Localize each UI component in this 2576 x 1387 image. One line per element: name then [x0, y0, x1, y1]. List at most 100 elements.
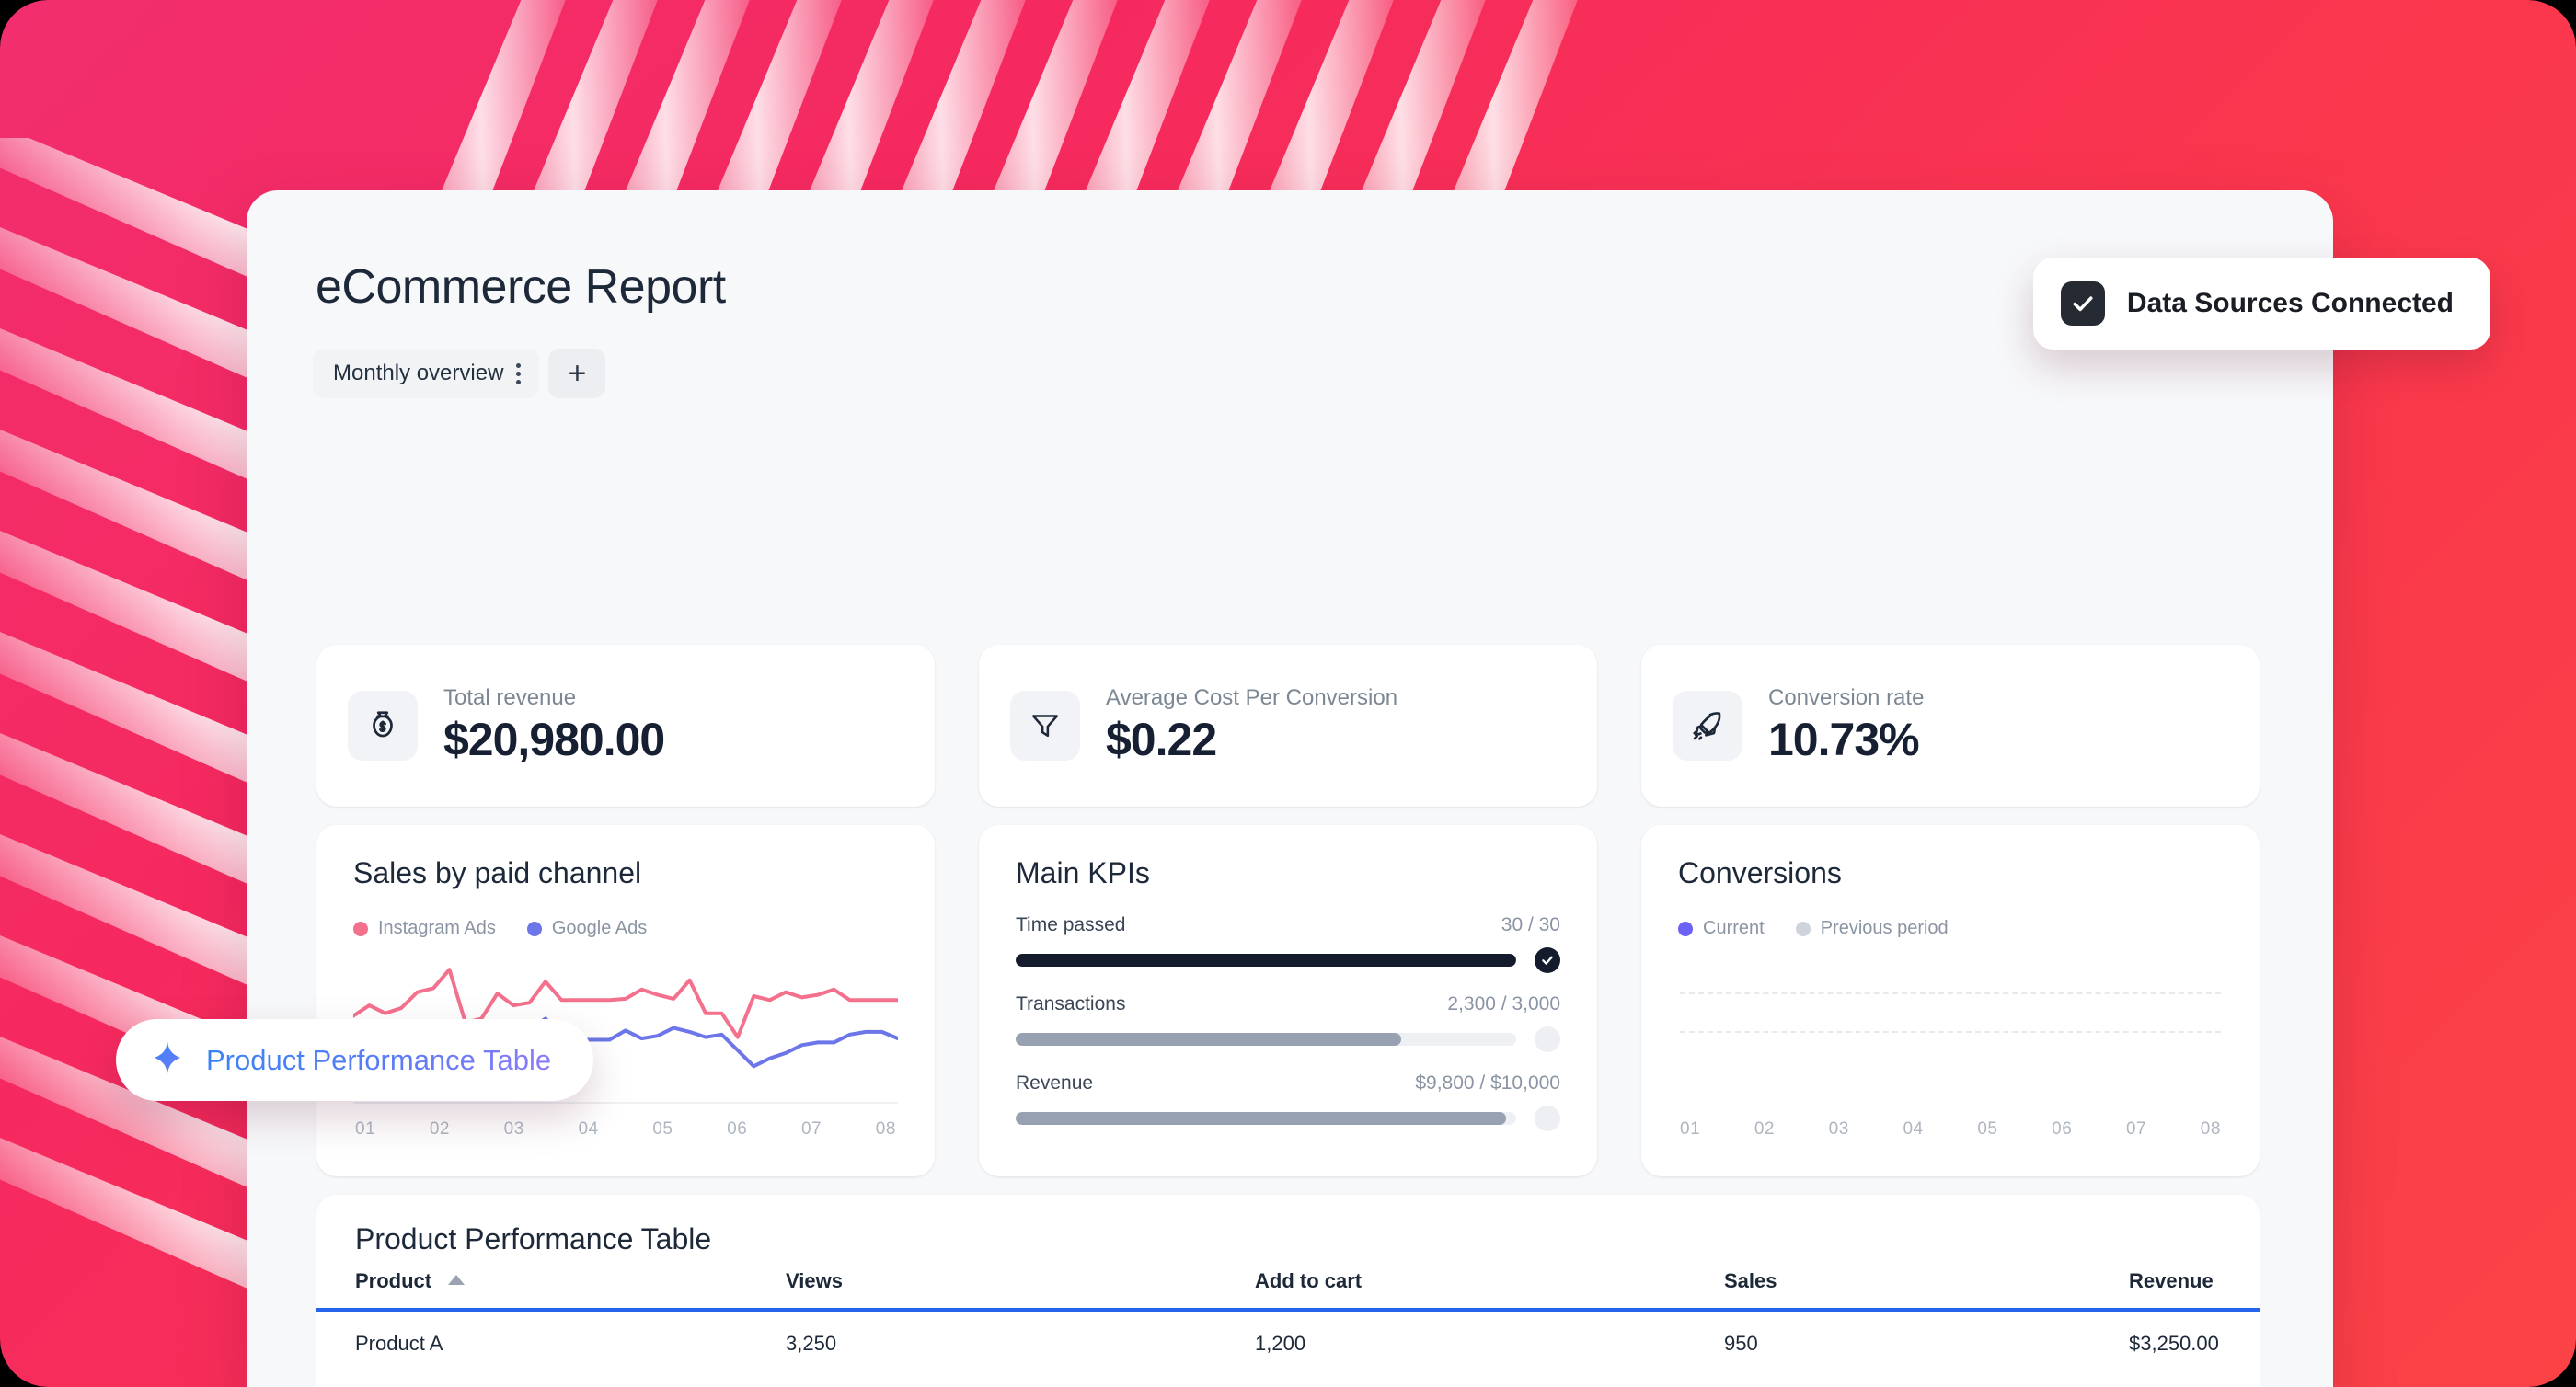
stat-card-total-revenue: Total revenue $20,980.00 [316, 645, 935, 807]
table-row[interactable]: Product A 3,250 1,200 950 $3,250.00 [316, 1310, 2260, 1371]
table-cell: 950 [1724, 1332, 1758, 1355]
sparkle-icon [149, 1039, 186, 1081]
legend: Current Previous period [1641, 890, 2260, 939]
card-title: Main KPIs [1016, 856, 1150, 889]
money-bag-icon [348, 691, 418, 761]
tab-strip: Monthly overview + [313, 349, 606, 398]
stat-card-conversion-rate: Conversion rate 10.73% [1641, 645, 2260, 807]
tab-monthly-overview[interactable]: Monthly overview [313, 349, 540, 398]
product-performance-table: Product Views Add to cart Sales Revenue … [316, 1269, 2260, 1387]
table-cell: 3,250 [786, 1332, 837, 1355]
kpi-end-marker [1535, 1026, 1560, 1052]
add-tab-button[interactable]: + [548, 349, 606, 398]
table-cell: $1,500.00 [2129, 1371, 2260, 1387]
stat-value: 10.73% [1768, 714, 1920, 765]
legend-label: Previous period [1820, 918, 1949, 938]
legend-item-google-ads[interactable]: Google Ads [526, 918, 648, 939]
table-cell: 1,920 [1255, 1371, 1724, 1387]
kpi-value: 2,300 / 3,000 [1447, 993, 1560, 1014]
x-tick-label: 07 [2125, 1119, 2147, 1139]
x-tick-label: 02 [1754, 1119, 1775, 1139]
legend-dot-icon [353, 921, 368, 936]
legend-dot-icon [1795, 921, 1811, 936]
dashboard-panel: eCommerce Report Monthly overview + [247, 190, 2333, 1387]
column-header-add-to-cart[interactable]: Add to cart [1255, 1269, 1363, 1292]
x-tick-label: 08 [2200, 1119, 2221, 1139]
table-cell: 1002 [1724, 1371, 2129, 1387]
sort-ascending-icon[interactable] [448, 1275, 466, 1285]
legend-item-current[interactable]: Current [1678, 918, 1765, 939]
card-title: Sales by paid channel [353, 856, 642, 889]
legend-dot-icon [1678, 921, 1693, 936]
kpi-progress-fill [1016, 1112, 1507, 1125]
stat-value: $20,980.00 [443, 714, 665, 765]
column-label: Product [355, 1269, 432, 1292]
legend-label: Instagram Ads [378, 918, 496, 938]
stat-label: Total revenue [443, 685, 577, 710]
tab-label: Monthly overview [333, 361, 504, 385]
table-head: Product Views Add to cart Sales Revenue [316, 1269, 2260, 1310]
x-axis-labels: 01 02 03 04 05 06 07 08 [316, 1119, 935, 1140]
kpi-progress-track [1016, 954, 1516, 967]
table-cell: Product B [316, 1371, 786, 1387]
kpi-progress-fill [1016, 954, 1516, 967]
kpi-name: Time passed [1016, 914, 1126, 935]
series-line-instagram-ads [353, 968, 898, 1039]
legend-item-previous-period[interactable]: Previous period [1795, 918, 1949, 939]
card-product-performance-table: Product Performance Table Product Views … [316, 1195, 2260, 1387]
table-cell: Product A [355, 1332, 443, 1355]
x-axis-labels: 01 02 03 04 05 06 07 08 [1641, 1119, 2260, 1140]
kpi-progress-track [1016, 1033, 1516, 1046]
kpi-row: Time passed 30 / 30 [1016, 914, 1560, 973]
kpi-row: Revenue $9,800 / $10,000 [1016, 1072, 1560, 1131]
page-title: eCommerce Report [316, 260, 726, 314]
kpi-value: 30 / 30 [1501, 914, 1560, 935]
legend-dot-icon [526, 921, 542, 936]
kpi-row: Transactions 2,300 / 3,000 [1016, 993, 1560, 1052]
legend-label: Current [1703, 918, 1765, 938]
rocket-icon [1673, 691, 1742, 761]
badge-label: Product Performance Table [206, 1043, 552, 1076]
column-header-revenue[interactable]: Revenue [2129, 1269, 2214, 1292]
table-cell: $3,250.00 [2129, 1332, 2219, 1355]
card-main-kpis: Main KPIs Time passed 30 / 30 Transactions… [979, 825, 1597, 1176]
table-row[interactable]: Product B4,9321,9201002$1,500.00 [316, 1371, 2260, 1387]
kpi-list: Time passed 30 / 30 Transactions 2,300 / 3,… [979, 890, 1597, 1131]
card-sales-by-paid-channel: Sales by paid channel Instagram Ads Goog… [316, 825, 935, 1176]
legend-label: Google Ads [551, 918, 648, 938]
x-tick-label: 05 [1977, 1119, 1998, 1139]
x-tick-label: 02 [429, 1119, 450, 1139]
stat-card-avg-cost-per-conversion: Average Cost Per Conversion $0.22 [979, 645, 1597, 807]
x-tick-label: 01 [1680, 1119, 1701, 1139]
column-header-views[interactable]: Views [786, 1269, 843, 1292]
legend-item-instagram-ads[interactable]: Instagram Ads [353, 918, 496, 939]
stat-value: $0.22 [1106, 714, 1217, 765]
x-tick-label: 03 [503, 1119, 524, 1139]
table-title: Product Performance Table [355, 1222, 712, 1255]
check-square-icon [2060, 281, 2105, 326]
x-tick-label: 05 [652, 1119, 673, 1139]
x-tick-label: 04 [578, 1119, 599, 1139]
badge-product-performance-table[interactable]: Product Performance Table [116, 1019, 594, 1101]
column-header-sales[interactable]: Sales [1724, 1269, 1777, 1292]
kpi-name: Transactions [1016, 993, 1126, 1014]
table-header-row: Product Views Add to cart Sales Revenue [316, 1269, 2260, 1310]
kebab-menu-icon[interactable] [516, 362, 522, 384]
x-tick-label: 08 [875, 1119, 896, 1139]
kpi-value: $9,800 / $10,000 [1415, 1072, 1560, 1094]
kpi-progress-fill [1016, 1033, 1401, 1046]
badge-data-sources-connected[interactable]: Data Sources Connected [2032, 258, 2490, 350]
bar-chart-canvas [1680, 956, 2221, 1110]
x-tick-label: 04 [1903, 1119, 1924, 1139]
card-conversions: Conversions Current Previous period 01 02… [1641, 825, 2260, 1176]
kpi-progress-track [1016, 1112, 1516, 1125]
badge-label: Data Sources Connected [2126, 288, 2454, 318]
column-header-product[interactable]: Product [316, 1269, 786, 1310]
table-cell: 4,932 [786, 1371, 1255, 1387]
x-tick-label: 06 [2052, 1119, 2073, 1139]
stat-label: Conversion rate [1768, 685, 1925, 710]
x-tick-label: 07 [800, 1119, 822, 1139]
table-cell: 1,200 [1255, 1332, 1306, 1355]
x-tick-label: 03 [1828, 1119, 1849, 1139]
